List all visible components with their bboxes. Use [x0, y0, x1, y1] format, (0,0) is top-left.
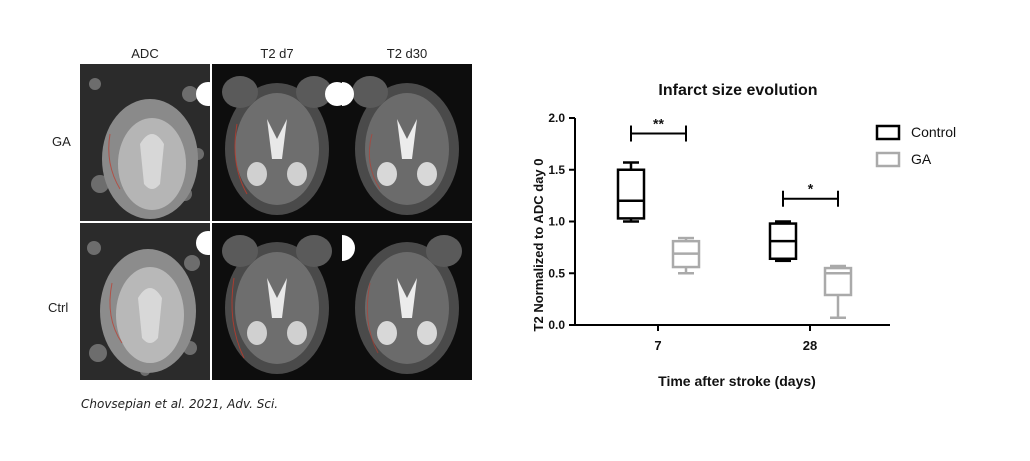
y-tick-label: 2.0: [548, 111, 565, 125]
x-tick-label: 28: [803, 338, 817, 353]
x-axis-label: Time after stroke (days): [658, 373, 816, 389]
mri-image-ctrl-t2-d7: [212, 223, 342, 380]
column-label-t2-d30: T2 d30: [386, 46, 428, 61]
mri-image-ctrl-adc: [80, 223, 210, 380]
legend-label-control: Control: [911, 124, 956, 140]
mri-image-ctrl-t2-d30: [342, 223, 472, 380]
y-tick-label: 0.5: [548, 266, 565, 280]
chart-title: Infarct size evolution: [658, 82, 817, 99]
box-plot-chart: Infarct size evolution T2 Normalized to …: [531, 82, 956, 389]
significance-label: *: [808, 181, 814, 197]
y-tick-label: 1.5: [548, 163, 565, 177]
legend-swatch-control: [875, 124, 901, 141]
mri-image-ga-adc: [80, 64, 210, 221]
legend-label-ga: GA: [911, 151, 932, 167]
box-control-7: [616, 168, 646, 220]
significance-label: **: [653, 116, 664, 132]
mri-image-ga-t2-d30: [342, 64, 472, 221]
column-label-t2-d7: T2 d7: [260, 46, 294, 61]
y-tick-label: 1.0: [548, 215, 565, 229]
mri-image-ga-t2-d7: [212, 64, 342, 221]
citation: Chovsepian et al. 2021, Adv. Sci.: [81, 397, 279, 411]
legend-swatch-ga: [875, 151, 901, 168]
y-axis-label: T2 Normalized to ADC day 0: [531, 159, 546, 332]
y-tick-label: 0.0: [548, 318, 565, 332]
x-tick-label: 7: [654, 338, 661, 353]
row-label-ctrl: Ctrl: [48, 300, 69, 315]
row-label-ga: GA: [52, 134, 71, 149]
column-label-adc: ADC: [131, 46, 159, 61]
